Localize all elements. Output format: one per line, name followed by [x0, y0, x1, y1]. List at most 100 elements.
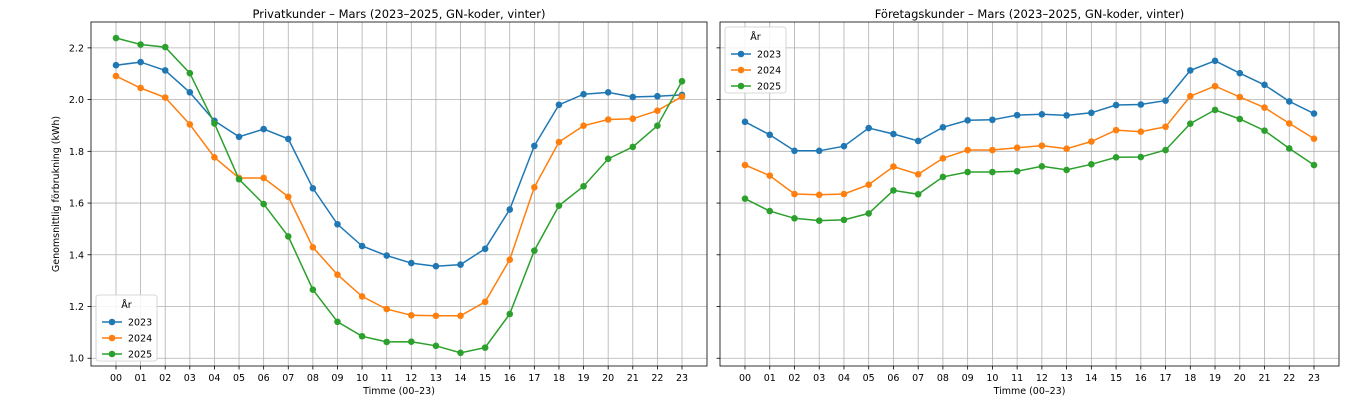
data-point	[1088, 109, 1095, 117]
x-tick-label: 19	[1209, 373, 1221, 384]
x-tick-label: 12	[1036, 373, 1048, 384]
x-tick-label: 21	[1258, 373, 1270, 384]
data-point	[457, 261, 464, 268]
x-tick-label: 16	[504, 373, 516, 384]
data-point	[629, 143, 637, 151]
data-point	[1162, 146, 1169, 154]
x-tick-label: 15	[479, 373, 491, 384]
data-point	[1088, 138, 1095, 145]
data-point	[815, 217, 823, 224]
x-tick-label: 01	[135, 373, 147, 384]
data-point	[1261, 127, 1268, 134]
y-axis-label: Genomsnittlig förbrukning (kWh)	[51, 116, 62, 272]
data-point	[840, 216, 848, 224]
x-tick-label: 02	[788, 373, 800, 384]
y-tick-label: 1.0	[69, 354, 84, 365]
data-point	[260, 174, 267, 182]
data-point	[383, 305, 390, 313]
x-tick-label: 20	[602, 373, 614, 384]
data-point	[939, 173, 947, 181]
data-point	[964, 168, 971, 176]
x-tick-label: 09	[331, 373, 343, 384]
data-point	[481, 298, 489, 306]
data-point	[1112, 153, 1120, 161]
data-point	[1285, 120, 1293, 127]
data-point	[137, 58, 144, 66]
data-point	[284, 233, 292, 240]
data-point	[481, 245, 489, 253]
data-point	[914, 190, 922, 198]
data-point	[1088, 160, 1095, 168]
x-tick-label: 23	[1308, 373, 1320, 384]
data-point	[284, 135, 292, 143]
data-point	[555, 138, 563, 146]
x-tick-label: 13	[430, 373, 442, 384]
data-point	[284, 193, 292, 201]
data-point	[161, 67, 169, 74]
data-point	[112, 34, 120, 42]
x-tick-label: 01	[764, 373, 776, 384]
data-point	[408, 312, 415, 319]
data-point	[580, 90, 587, 98]
x-tick-label: 21	[627, 373, 639, 384]
x-tick-label: 06	[887, 373, 899, 384]
x-tick-label: 03	[184, 373, 196, 384]
series-line	[744, 59, 1315, 152]
data-point	[481, 344, 489, 351]
series-2024	[112, 72, 686, 320]
x-tick-label: 12	[405, 373, 417, 384]
data-point	[1063, 166, 1070, 174]
data-point	[629, 93, 637, 101]
x-tick-label: 14	[1085, 373, 1097, 384]
data-point	[604, 155, 612, 163]
data-point	[531, 183, 538, 191]
data-point	[865, 124, 872, 132]
data-point	[555, 202, 563, 209]
legend: År 2023 2024 2025	[724, 26, 787, 94]
plot-area	[91, 22, 707, 366]
data-point	[989, 168, 996, 176]
x-tick-label: 03	[813, 373, 825, 384]
x-tick-label: 22	[651, 373, 663, 384]
legend-swatch-marker	[108, 334, 116, 342]
data-point	[840, 142, 848, 150]
series-2025	[741, 106, 1318, 224]
data-point	[358, 293, 366, 300]
legend-swatch-marker	[108, 350, 116, 358]
data-point	[1211, 82, 1219, 90]
x-tick-label: 05	[863, 373, 875, 384]
data-point	[260, 125, 267, 133]
y-tick-label: 1.8	[69, 147, 84, 158]
data-point	[766, 207, 774, 215]
data-point	[890, 130, 897, 138]
data-point	[186, 69, 194, 77]
data-point	[457, 312, 464, 320]
data-point	[309, 286, 317, 293]
x-tick-label: 04	[208, 373, 220, 384]
x-tick-label: 16	[1135, 373, 1147, 384]
legend-title: År	[121, 299, 131, 311]
data-point	[137, 84, 144, 92]
data-point	[741, 118, 749, 126]
data-point	[815, 191, 823, 199]
x-tick-label: 11	[381, 373, 393, 384]
data-point	[1137, 153, 1145, 161]
data-point	[235, 133, 243, 141]
data-point	[654, 122, 661, 130]
data-point	[580, 182, 587, 190]
data-point	[1187, 67, 1194, 74]
x-tick-label: 13	[1061, 373, 1073, 384]
axes-frame	[719, 21, 1340, 367]
data-point	[654, 92, 661, 100]
data-point	[939, 123, 947, 131]
chart-title: Privatkunder – Mars (2023–2025, GN-koder…	[253, 7, 546, 21]
axes-frame	[90, 21, 708, 367]
x-tick-label: 11	[1011, 373, 1023, 384]
series-2024	[741, 82, 1318, 199]
data-point	[506, 256, 514, 263]
legend-title: År	[750, 31, 760, 43]
data-point	[211, 153, 218, 161]
x-tick-label: 10	[356, 373, 368, 384]
legend-label: 2024	[128, 334, 152, 345]
data-point	[137, 41, 144, 48]
